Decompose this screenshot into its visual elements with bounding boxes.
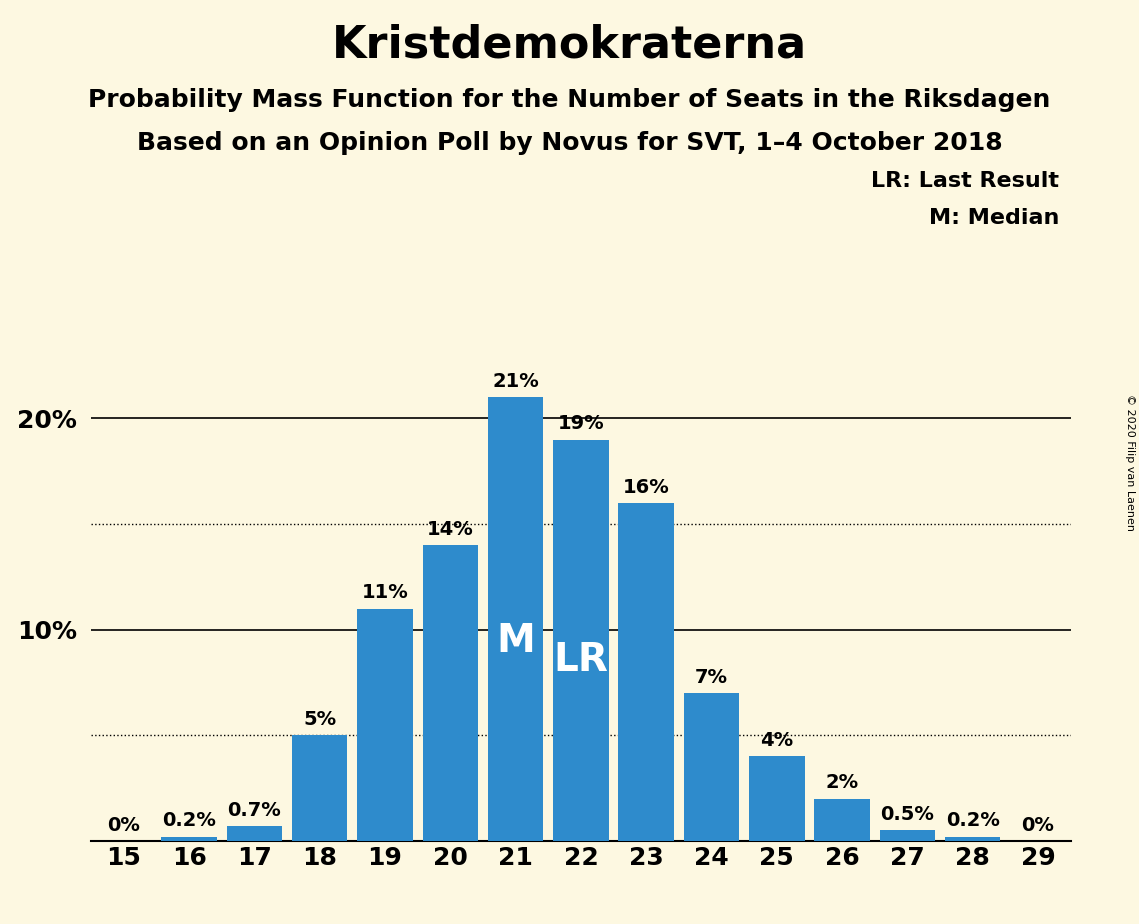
Text: 0.7%: 0.7%: [228, 801, 281, 820]
Text: M: M: [497, 622, 535, 661]
Text: LR: LR: [554, 641, 608, 679]
Text: 0.2%: 0.2%: [945, 811, 1000, 831]
Text: M: Median: M: Median: [929, 208, 1059, 228]
Bar: [945, 836, 1000, 841]
Text: Based on an Opinion Poll by Novus for SVT, 1–4 October 2018: Based on an Opinion Poll by Novus for SV…: [137, 131, 1002, 155]
Bar: [879, 831, 935, 841]
Bar: [292, 736, 347, 841]
Text: © 2020 Filip van Laenen: © 2020 Filip van Laenen: [1125, 394, 1134, 530]
Bar: [749, 757, 804, 841]
Bar: [554, 440, 608, 841]
Text: 5%: 5%: [303, 710, 336, 729]
Text: 4%: 4%: [760, 731, 794, 750]
Bar: [423, 545, 478, 841]
Text: 0%: 0%: [107, 816, 140, 834]
Text: LR: Last Result: LR: Last Result: [871, 171, 1059, 191]
Text: 19%: 19%: [558, 414, 604, 433]
Text: Kristdemokraterna: Kristdemokraterna: [331, 23, 808, 67]
Bar: [162, 836, 216, 841]
Text: 7%: 7%: [695, 668, 728, 687]
Text: 14%: 14%: [427, 520, 474, 539]
Text: 0%: 0%: [1022, 816, 1055, 834]
Text: 0.2%: 0.2%: [162, 811, 216, 831]
Bar: [487, 397, 543, 841]
Bar: [683, 693, 739, 841]
Bar: [358, 609, 412, 841]
Text: 2%: 2%: [826, 773, 859, 792]
Bar: [227, 826, 282, 841]
Bar: [814, 798, 870, 841]
Text: 0.5%: 0.5%: [880, 805, 934, 824]
Text: Probability Mass Function for the Number of Seats in the Riksdagen: Probability Mass Function for the Number…: [89, 88, 1050, 112]
Text: 16%: 16%: [623, 478, 670, 496]
Bar: [618, 503, 674, 841]
Text: 11%: 11%: [361, 583, 409, 602]
Text: 21%: 21%: [492, 372, 539, 391]
